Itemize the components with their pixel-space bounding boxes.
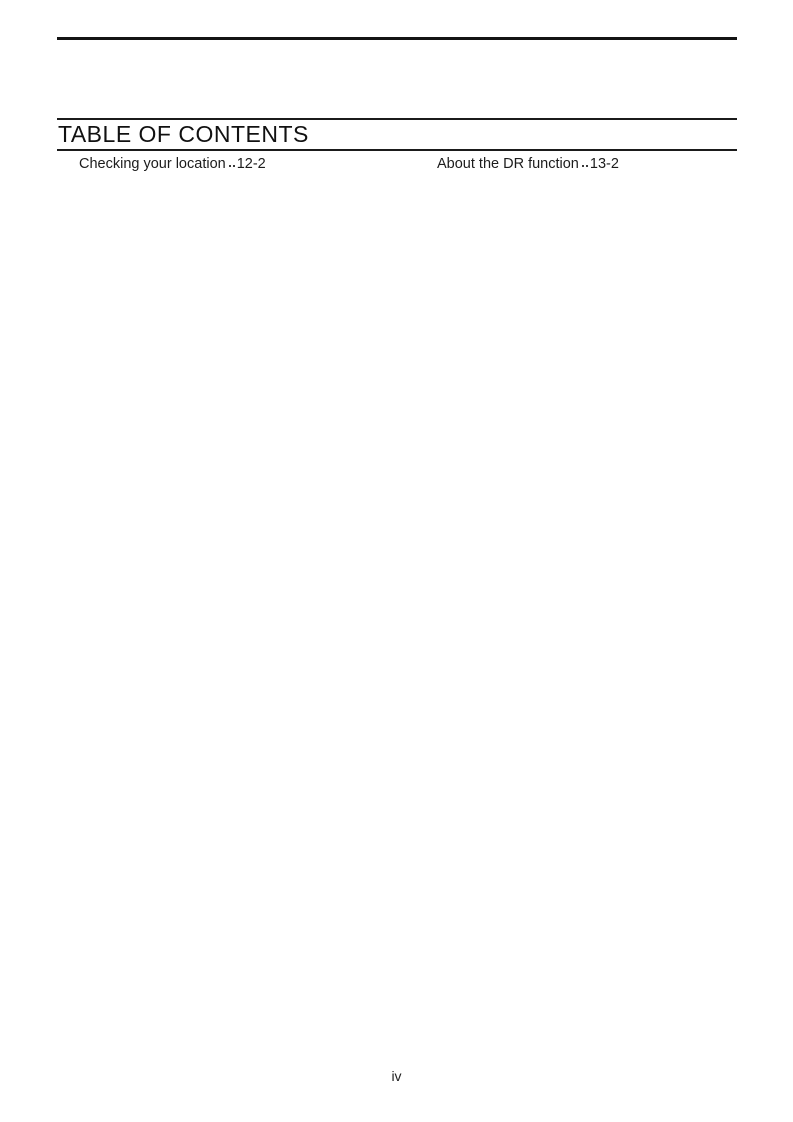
entry-text: Checking your location bbox=[79, 156, 226, 172]
title-block: TABLE OF CONTENTS bbox=[57, 118, 737, 151]
toc-entry[interactable]: About the DR function 13-2 bbox=[415, 155, 737, 1122]
toc-entry[interactable]: Checking your location 12-2 bbox=[57, 155, 379, 1122]
page-ref: 13-2 bbox=[589, 155, 737, 1122]
header-rule bbox=[57, 37, 737, 40]
dot-leader bbox=[581, 165, 588, 167]
page-title: TABLE OF CONTENTS bbox=[58, 121, 309, 147]
folio-page-number: iv bbox=[391, 1068, 402, 1084]
entry-text: About the DR function bbox=[437, 156, 579, 172]
dot-leader bbox=[228, 165, 235, 167]
page-ref: 12-2 bbox=[236, 155, 379, 1122]
